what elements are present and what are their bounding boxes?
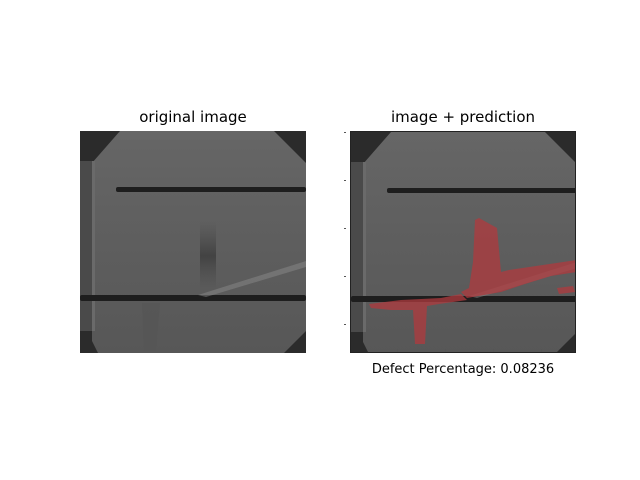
defect-overlay <box>369 218 575 344</box>
solar-cell-image <box>80 131 306 353</box>
original-image-title: original image <box>139 108 247 126</box>
prediction-image <box>350 131 576 353</box>
original-image <box>80 131 306 353</box>
prediction-image-title: image + prediction <box>390 108 536 126</box>
solar-cell-prediction-overlay <box>351 132 575 352</box>
defect-percentage-caption: Defect Percentage: 0.08236 <box>371 362 555 377</box>
